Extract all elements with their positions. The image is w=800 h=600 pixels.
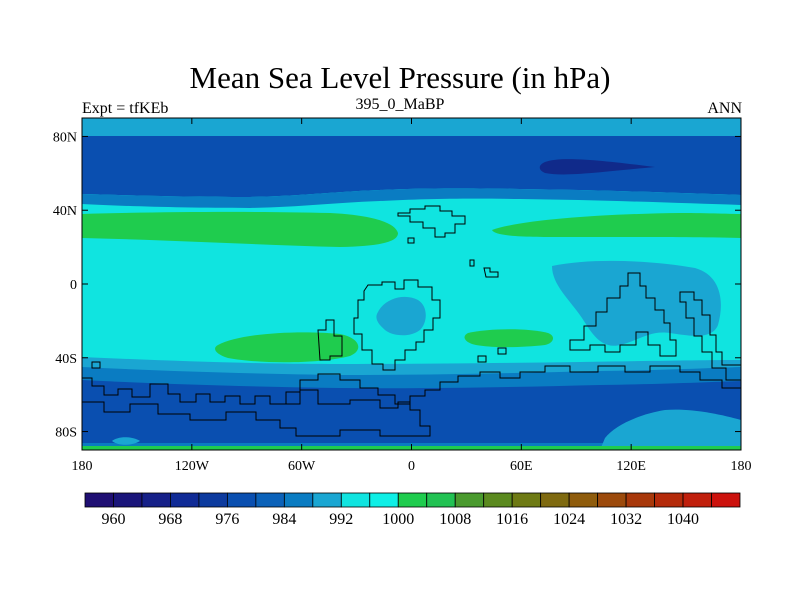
coastline-continent-b — [317, 319, 343, 361]
coastline-antarctic — [82, 365, 741, 405]
coastline-north — [397, 205, 466, 238]
x-tick-label: 180 — [731, 459, 752, 474]
contour-fill-south-low — [82, 380, 741, 443]
period-label: 395_0_MaBP — [355, 96, 445, 113]
colorbar-tick-label: 1008 — [439, 511, 471, 528]
y-tick-label: 80S — [55, 426, 77, 441]
y-tick-label: 80N — [53, 130, 77, 145]
x-tick-label: 0 — [408, 459, 415, 474]
coastlines — [82, 205, 741, 437]
colorbar-tick-label: 1040 — [667, 511, 699, 528]
colorbar-segment — [255, 492, 285, 508]
contour-fill-north-minimum — [539, 159, 655, 175]
colorbar-segment — [312, 492, 342, 508]
y-tick-label: 40S — [55, 352, 77, 367]
colorbar-tick-label: 992 — [329, 511, 353, 528]
coastline-continent-a — [353, 279, 441, 371]
colorbar-segment — [84, 492, 114, 508]
colorbar-tick-label: 968 — [158, 511, 182, 528]
contour-fill-high-south-west — [215, 332, 359, 363]
coastline-north-small — [407, 237, 415, 244]
colorbar-segment — [397, 492, 428, 508]
contour-fill-tropical-low-east — [552, 260, 721, 346]
colorbar-segment — [283, 492, 314, 508]
season-label: ANN — [707, 100, 742, 117]
colorbar-tick-label: 1016 — [496, 511, 528, 528]
colorbar-segment — [511, 492, 542, 508]
colorbar-tick-label: 960 — [101, 511, 125, 528]
x-tick-label: 60W — [288, 459, 316, 474]
contour-fill-antarctic-east — [600, 409, 741, 450]
colorbar-tick-label: 984 — [272, 511, 296, 528]
colorbar-segment — [540, 492, 570, 508]
contour-fill-high-south-mid — [464, 329, 554, 348]
colorbar-segment — [170, 492, 200, 508]
contour-fill-north-low — [82, 136, 741, 197]
coastline-islands — [469, 259, 499, 278]
colorbar-segment — [597, 492, 627, 508]
contour-fill-high-pacific — [492, 213, 741, 238]
colorbar-segment — [711, 492, 741, 508]
contour-fill-tropical-low-atlantic — [376, 296, 426, 336]
colorbar-tick-label: 1032 — [610, 511, 642, 528]
contour-fill-high-atlantic — [82, 211, 398, 247]
colorbar-segment — [625, 492, 655, 508]
experiment-label: Expt = tfKEb — [82, 100, 169, 117]
coastline-islands-south — [477, 347, 507, 363]
colorbar-segment — [426, 492, 456, 508]
coastline-continent-c — [569, 272, 677, 357]
colorbar-segment — [654, 492, 684, 508]
contour-fill-north-edge — [82, 188, 741, 208]
y-tick-label: 40N — [53, 204, 77, 219]
contour-fill-north-cap — [82, 118, 741, 136]
contour-fills — [82, 118, 741, 450]
colorbar-segment — [226, 492, 257, 508]
colorbar-segment — [113, 492, 143, 508]
colorbar: 960 968 976 984 992 1000 1008 1016 1024 1032 1040 — [84, 492, 741, 528]
colorbar-segment — [340, 492, 371, 508]
axis-ticks: 180 120W 60W 0 60E 120E 180 80N 40N 0 40S 80S — [53, 118, 752, 474]
colorbar-segment — [568, 492, 599, 508]
colorbar-tick-label: 1000 — [382, 511, 414, 528]
coastline-island-west — [91, 361, 101, 369]
chart-title: Mean Sea Level Pressure (in hPa) — [189, 60, 611, 95]
x-tick-label: 120W — [175, 459, 210, 474]
y-tick-label: 0 — [70, 278, 77, 293]
contour-fill-antarctic-west — [112, 437, 140, 445]
colorbar-segment — [454, 492, 485, 508]
colorbar-segment — [198, 492, 228, 508]
x-tick-label: 120E — [616, 459, 646, 474]
colorbar-tick-label: 1024 — [553, 511, 585, 528]
colorbar-segment — [483, 492, 513, 508]
coastline-antarctic-inner — [82, 389, 431, 437]
coastline-continent-d — [679, 291, 741, 381]
x-tick-label: 180 — [72, 459, 93, 474]
colorbar-tick-label: 976 — [215, 511, 239, 528]
colorbar-segment — [369, 492, 399, 508]
colorbar-segment — [141, 492, 171, 508]
x-tick-label: 60E — [510, 459, 533, 474]
colorbar-segment — [682, 492, 712, 508]
